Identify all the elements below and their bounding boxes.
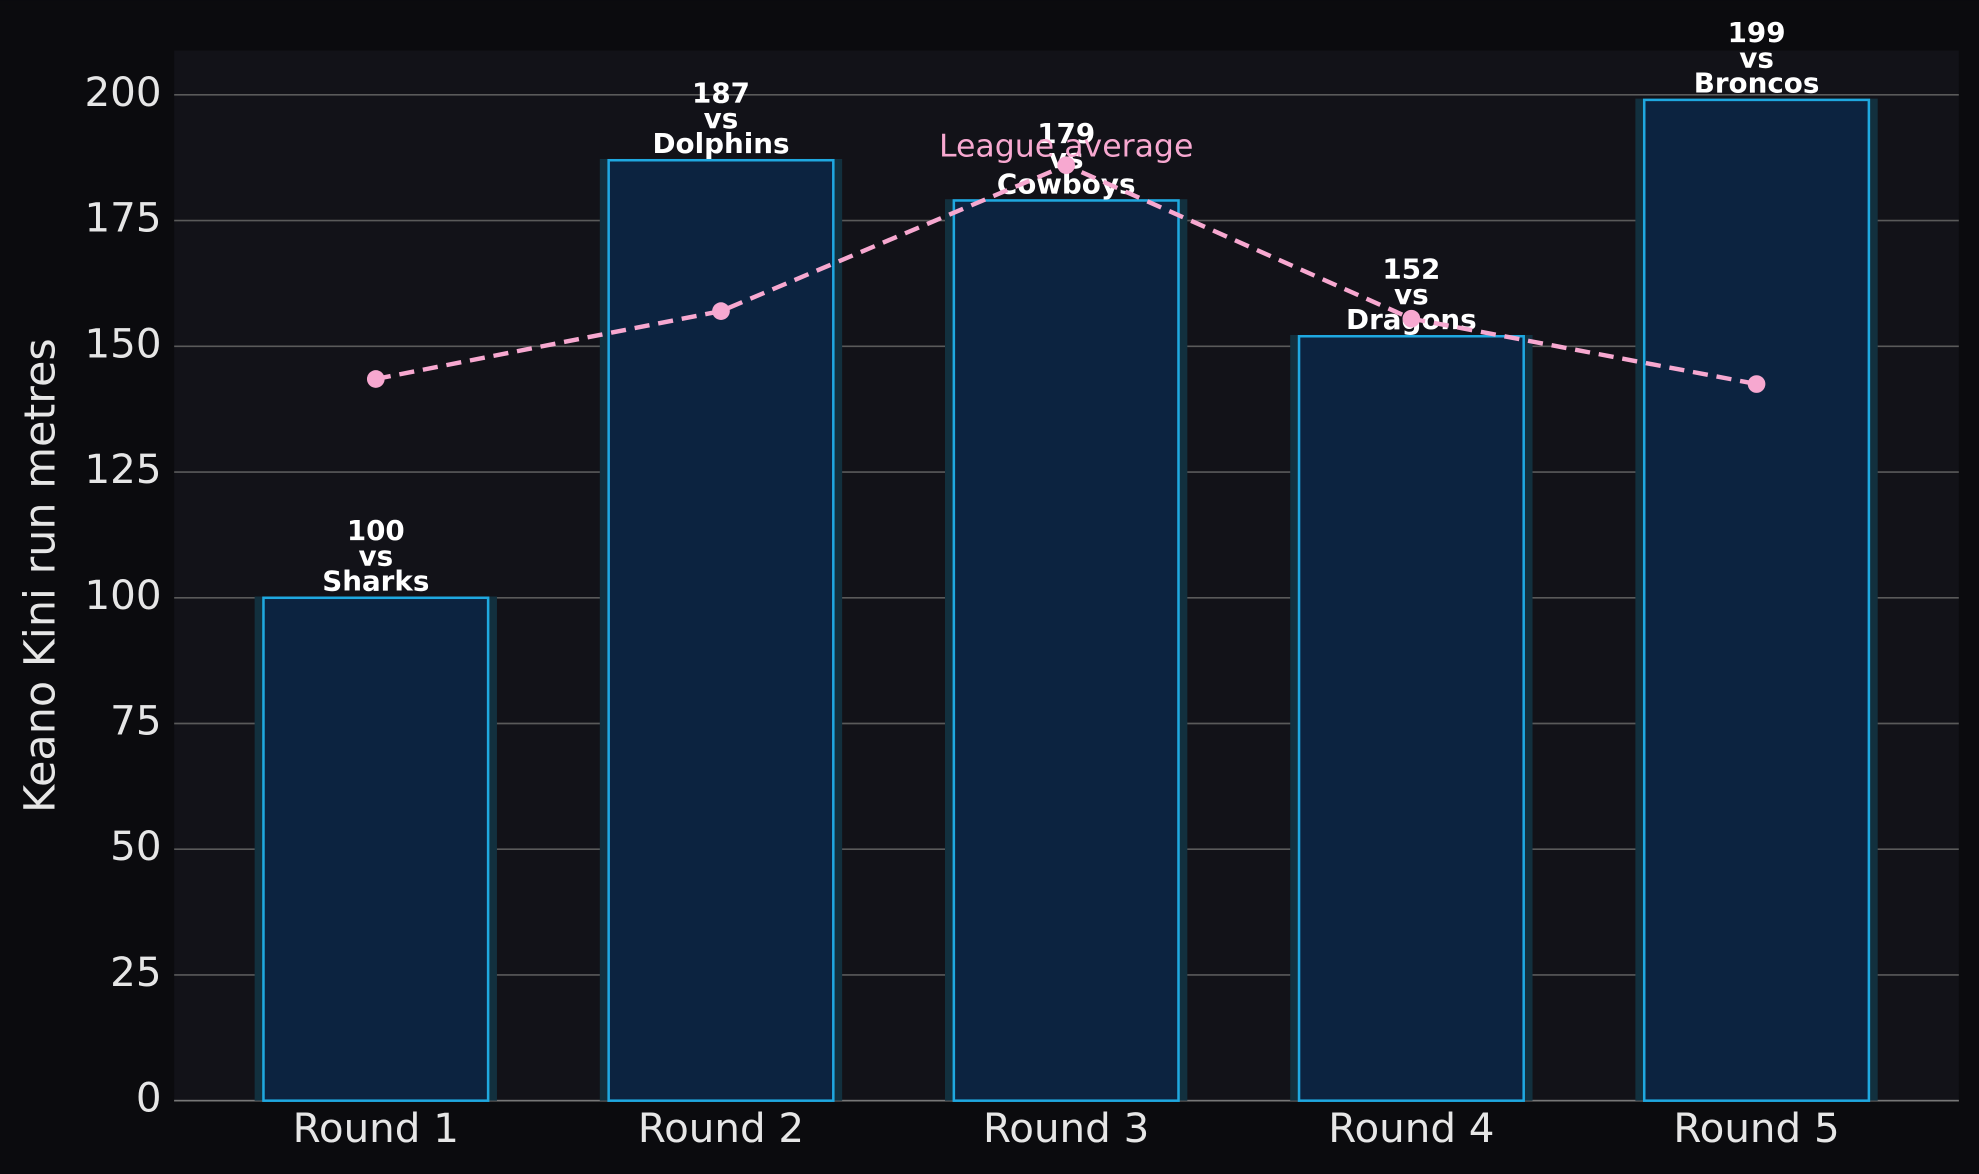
data-label-line: 187 (692, 77, 750, 110)
data-label: 199 vs Broncos (1694, 16, 1820, 99)
y-tick-label: 50 (110, 823, 161, 870)
y-tick-label: 175 (84, 195, 161, 242)
data-label: 100 vs Sharks (322, 514, 429, 597)
line-point (1057, 156, 1076, 175)
data-label-line: vs (704, 102, 739, 135)
data-label: 152vsDragons (1346, 253, 1477, 336)
x-tick-label: Round 1 (293, 1105, 459, 1152)
data-label-line: Broncos (1694, 67, 1820, 100)
data-label-line: 100 (347, 514, 405, 547)
y-tick-label: 25 (110, 949, 161, 996)
line-point (1402, 309, 1421, 328)
bar (262, 596, 490, 1102)
line-point (366, 370, 385, 388)
y-tick-label: 75 (110, 697, 161, 744)
data-label-line: Sharks (322, 565, 429, 598)
data-label-line: 199 (1728, 16, 1786, 49)
line-label: League average (939, 129, 1193, 165)
x-tick-label: Round 2 (638, 1105, 804, 1152)
y-axis-label: Keano Kini run metres (15, 338, 65, 813)
x-tick-label: Round 4 (1328, 1105, 1494, 1152)
line-point (712, 302, 730, 320)
data-label: 187 vs Dolphins (652, 77, 789, 160)
data-label-line: vs (1394, 278, 1429, 311)
x-tick-label: Round 3 (983, 1105, 1149, 1152)
y-tick-label: 200 (84, 69, 161, 116)
data-label-line: 179 (1037, 117, 1095, 150)
y-tick-label: 100 (84, 572, 161, 619)
bar (952, 199, 1180, 1102)
line-point (1747, 375, 1766, 393)
data-label-line: vs (358, 539, 393, 572)
y-tick-label: 150 (84, 320, 161, 367)
data-label-line: Dolphins (652, 127, 789, 160)
bar (1297, 334, 1525, 1102)
y-tick-label: 125 (84, 446, 161, 493)
data-label-line: 152 (1382, 253, 1440, 286)
data-label-line: vs (1739, 41, 1774, 74)
bar (1642, 98, 1871, 1102)
y-tick-label: 0 (136, 1075, 162, 1122)
bar (607, 158, 835, 1102)
x-tick-label: Round 5 (1673, 1105, 1839, 1152)
